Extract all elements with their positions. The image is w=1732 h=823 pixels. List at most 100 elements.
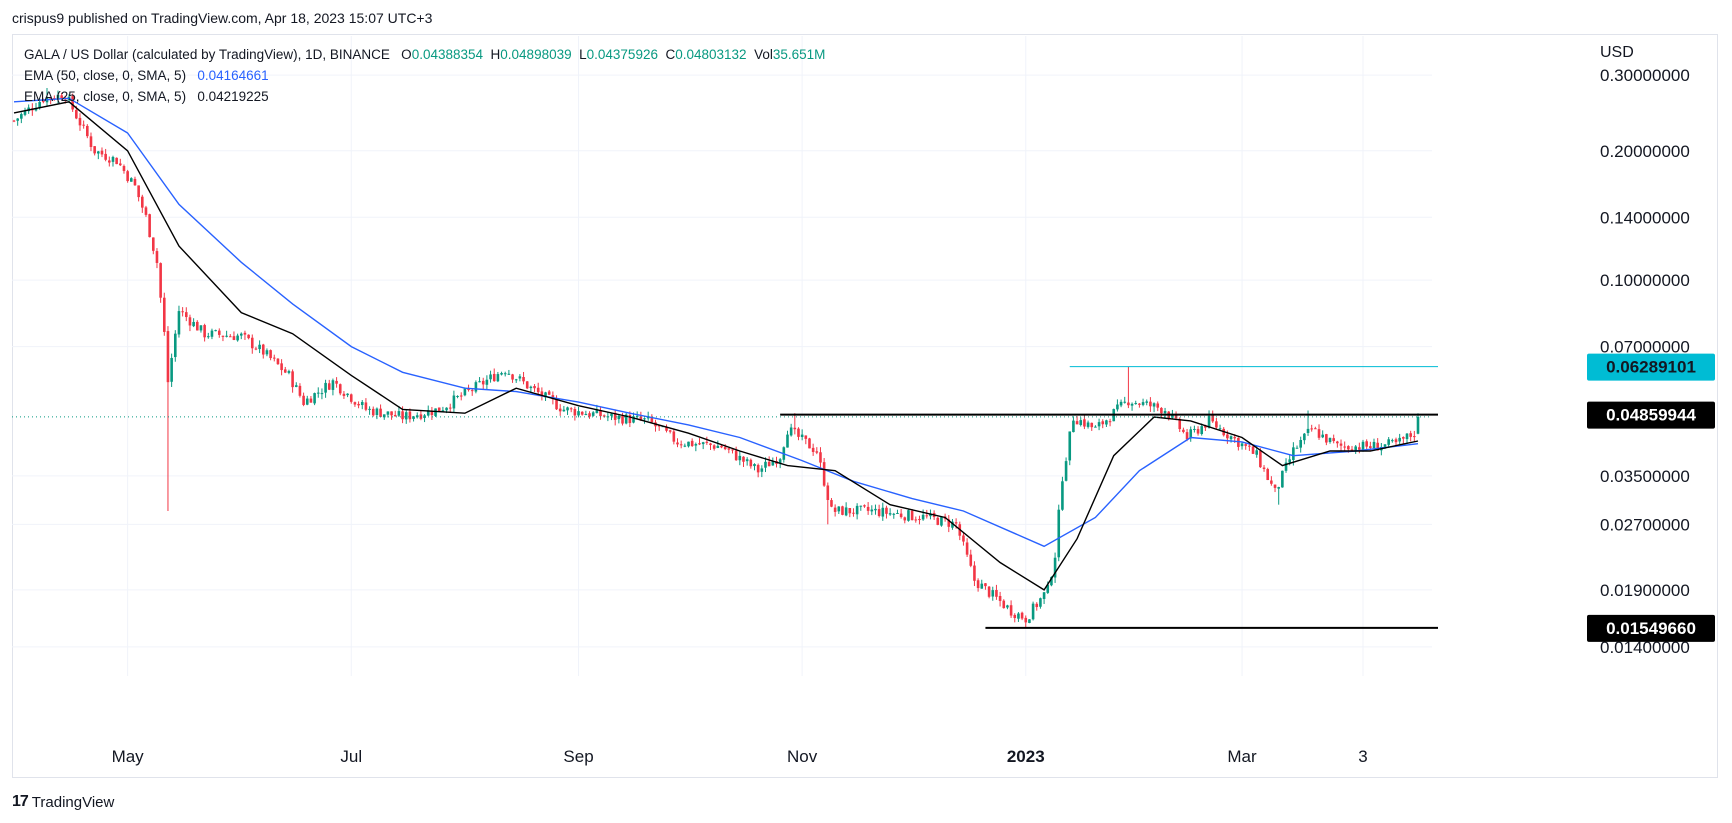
candle-body: [448, 407, 452, 409]
candle-body: [368, 408, 371, 410]
y-tick-label: 0.10000000: [1600, 271, 1690, 290]
candle-body: [665, 427, 668, 431]
candle-body: [393, 414, 397, 417]
candle-body: [569, 408, 573, 410]
x-tick-label: May: [112, 747, 145, 766]
candle-body: [379, 408, 382, 417]
candle-body: [507, 373, 511, 375]
candle-body: [613, 412, 617, 420]
footer[interactable]: 17 TradingView: [12, 793, 114, 811]
price-tag-box: [1587, 353, 1715, 381]
candle-body: [712, 445, 716, 449]
candle-body: [82, 124, 85, 126]
candle-body: [250, 337, 254, 349]
candle-body: [1314, 428, 1317, 430]
candle-body: [874, 508, 877, 511]
y-tick-label: 0.07000000: [1600, 338, 1690, 357]
candle-body: [1185, 432, 1189, 440]
candle-body: [1251, 446, 1255, 454]
candle-body: [382, 414, 386, 418]
candle-body: [522, 376, 525, 382]
candle-body: [980, 583, 984, 589]
candle-body: [940, 516, 943, 526]
candle-body: [749, 459, 753, 467]
candle-body: [595, 409, 599, 414]
candle-body: [936, 517, 940, 525]
candle-body: [852, 512, 855, 514]
candle-body: [181, 311, 184, 313]
candle-body: [679, 444, 683, 446]
legend-ema25-value: 0.04219225: [197, 89, 269, 104]
x-tick-label: Jul: [340, 747, 362, 766]
candle-body: [690, 440, 694, 446]
candle-body: [804, 435, 808, 439]
candle-body: [1405, 433, 1409, 440]
candle-body: [503, 373, 507, 375]
legend-ema25-row[interactable]: EMA (25, close, 0, SMA, 5) 0.04219225: [24, 86, 825, 107]
candle-body: [141, 196, 144, 208]
candle-body: [232, 336, 236, 340]
candle-body: [206, 336, 210, 338]
candle-body: [1413, 436, 1416, 438]
y-tick-label: 0.01900000: [1600, 581, 1690, 600]
candle-body: [456, 395, 459, 397]
candle-body: [1409, 433, 1412, 437]
candle-body: [1369, 446, 1372, 449]
candle-body: [855, 505, 859, 515]
candle-body: [1116, 404, 1119, 410]
candle-body: [1075, 421, 1079, 425]
y-tick-label: 0.03500000: [1600, 467, 1690, 486]
candle-body: [1013, 614, 1017, 619]
candle-body: [1094, 426, 1097, 428]
candle-body: [1402, 437, 1405, 439]
candle-body: [1072, 420, 1075, 433]
candle-body: [130, 178, 133, 182]
candle-body: [584, 414, 588, 416]
candle-body: [60, 95, 63, 100]
candle-body: [577, 411, 580, 416]
candle-body: [738, 455, 742, 461]
legend-high: 0.04898039: [500, 47, 572, 62]
candle-body: [1372, 441, 1376, 449]
y-tick-label: 0.20000000: [1600, 142, 1690, 161]
legend-ema50-row[interactable]: EMA (50, close, 0, SMA, 5) 0.04164661: [24, 65, 825, 86]
currency-label: USD: [1600, 44, 1634, 61]
candle-body: [635, 415, 639, 417]
candle-body: [987, 586, 991, 597]
candle-body: [430, 411, 434, 416]
candle-body: [1270, 480, 1273, 484]
candle-body: [467, 389, 470, 391]
candle-body: [254, 348, 258, 350]
legend-high-label: H: [490, 47, 501, 62]
candle-body: [166, 331, 170, 383]
candle-body: [1233, 437, 1237, 439]
candle-body: [23, 110, 27, 115]
candle-body: [56, 94, 60, 100]
candle-body: [437, 407, 441, 412]
candle-body: [657, 425, 661, 427]
candle-body: [1163, 411, 1167, 414]
candle-body: [1178, 418, 1182, 430]
y-tick-label: 0.02700000: [1600, 515, 1690, 534]
candle-body: [976, 580, 980, 589]
candle-body: [1017, 613, 1020, 619]
candle-body: [558, 408, 562, 412]
candle-body: [192, 321, 195, 327]
candle-body: [793, 427, 797, 430]
candle-body: [745, 459, 749, 462]
candle-body: [177, 311, 181, 335]
candle-body: [108, 160, 111, 163]
candle-body: [1354, 446, 1357, 452]
candle-body: [701, 442, 705, 445]
candle-body: [349, 394, 353, 402]
candle-body: [342, 393, 346, 396]
candle-body: [580, 411, 584, 415]
candle-body: [119, 163, 122, 166]
candle-body: [86, 125, 89, 137]
candle-body: [386, 411, 390, 415]
candle-body: [302, 395, 305, 405]
candle-body: [1149, 401, 1152, 407]
candle-body: [998, 595, 1002, 601]
chart-legend: GALA / US Dollar (calculated by TradingV…: [24, 44, 825, 107]
